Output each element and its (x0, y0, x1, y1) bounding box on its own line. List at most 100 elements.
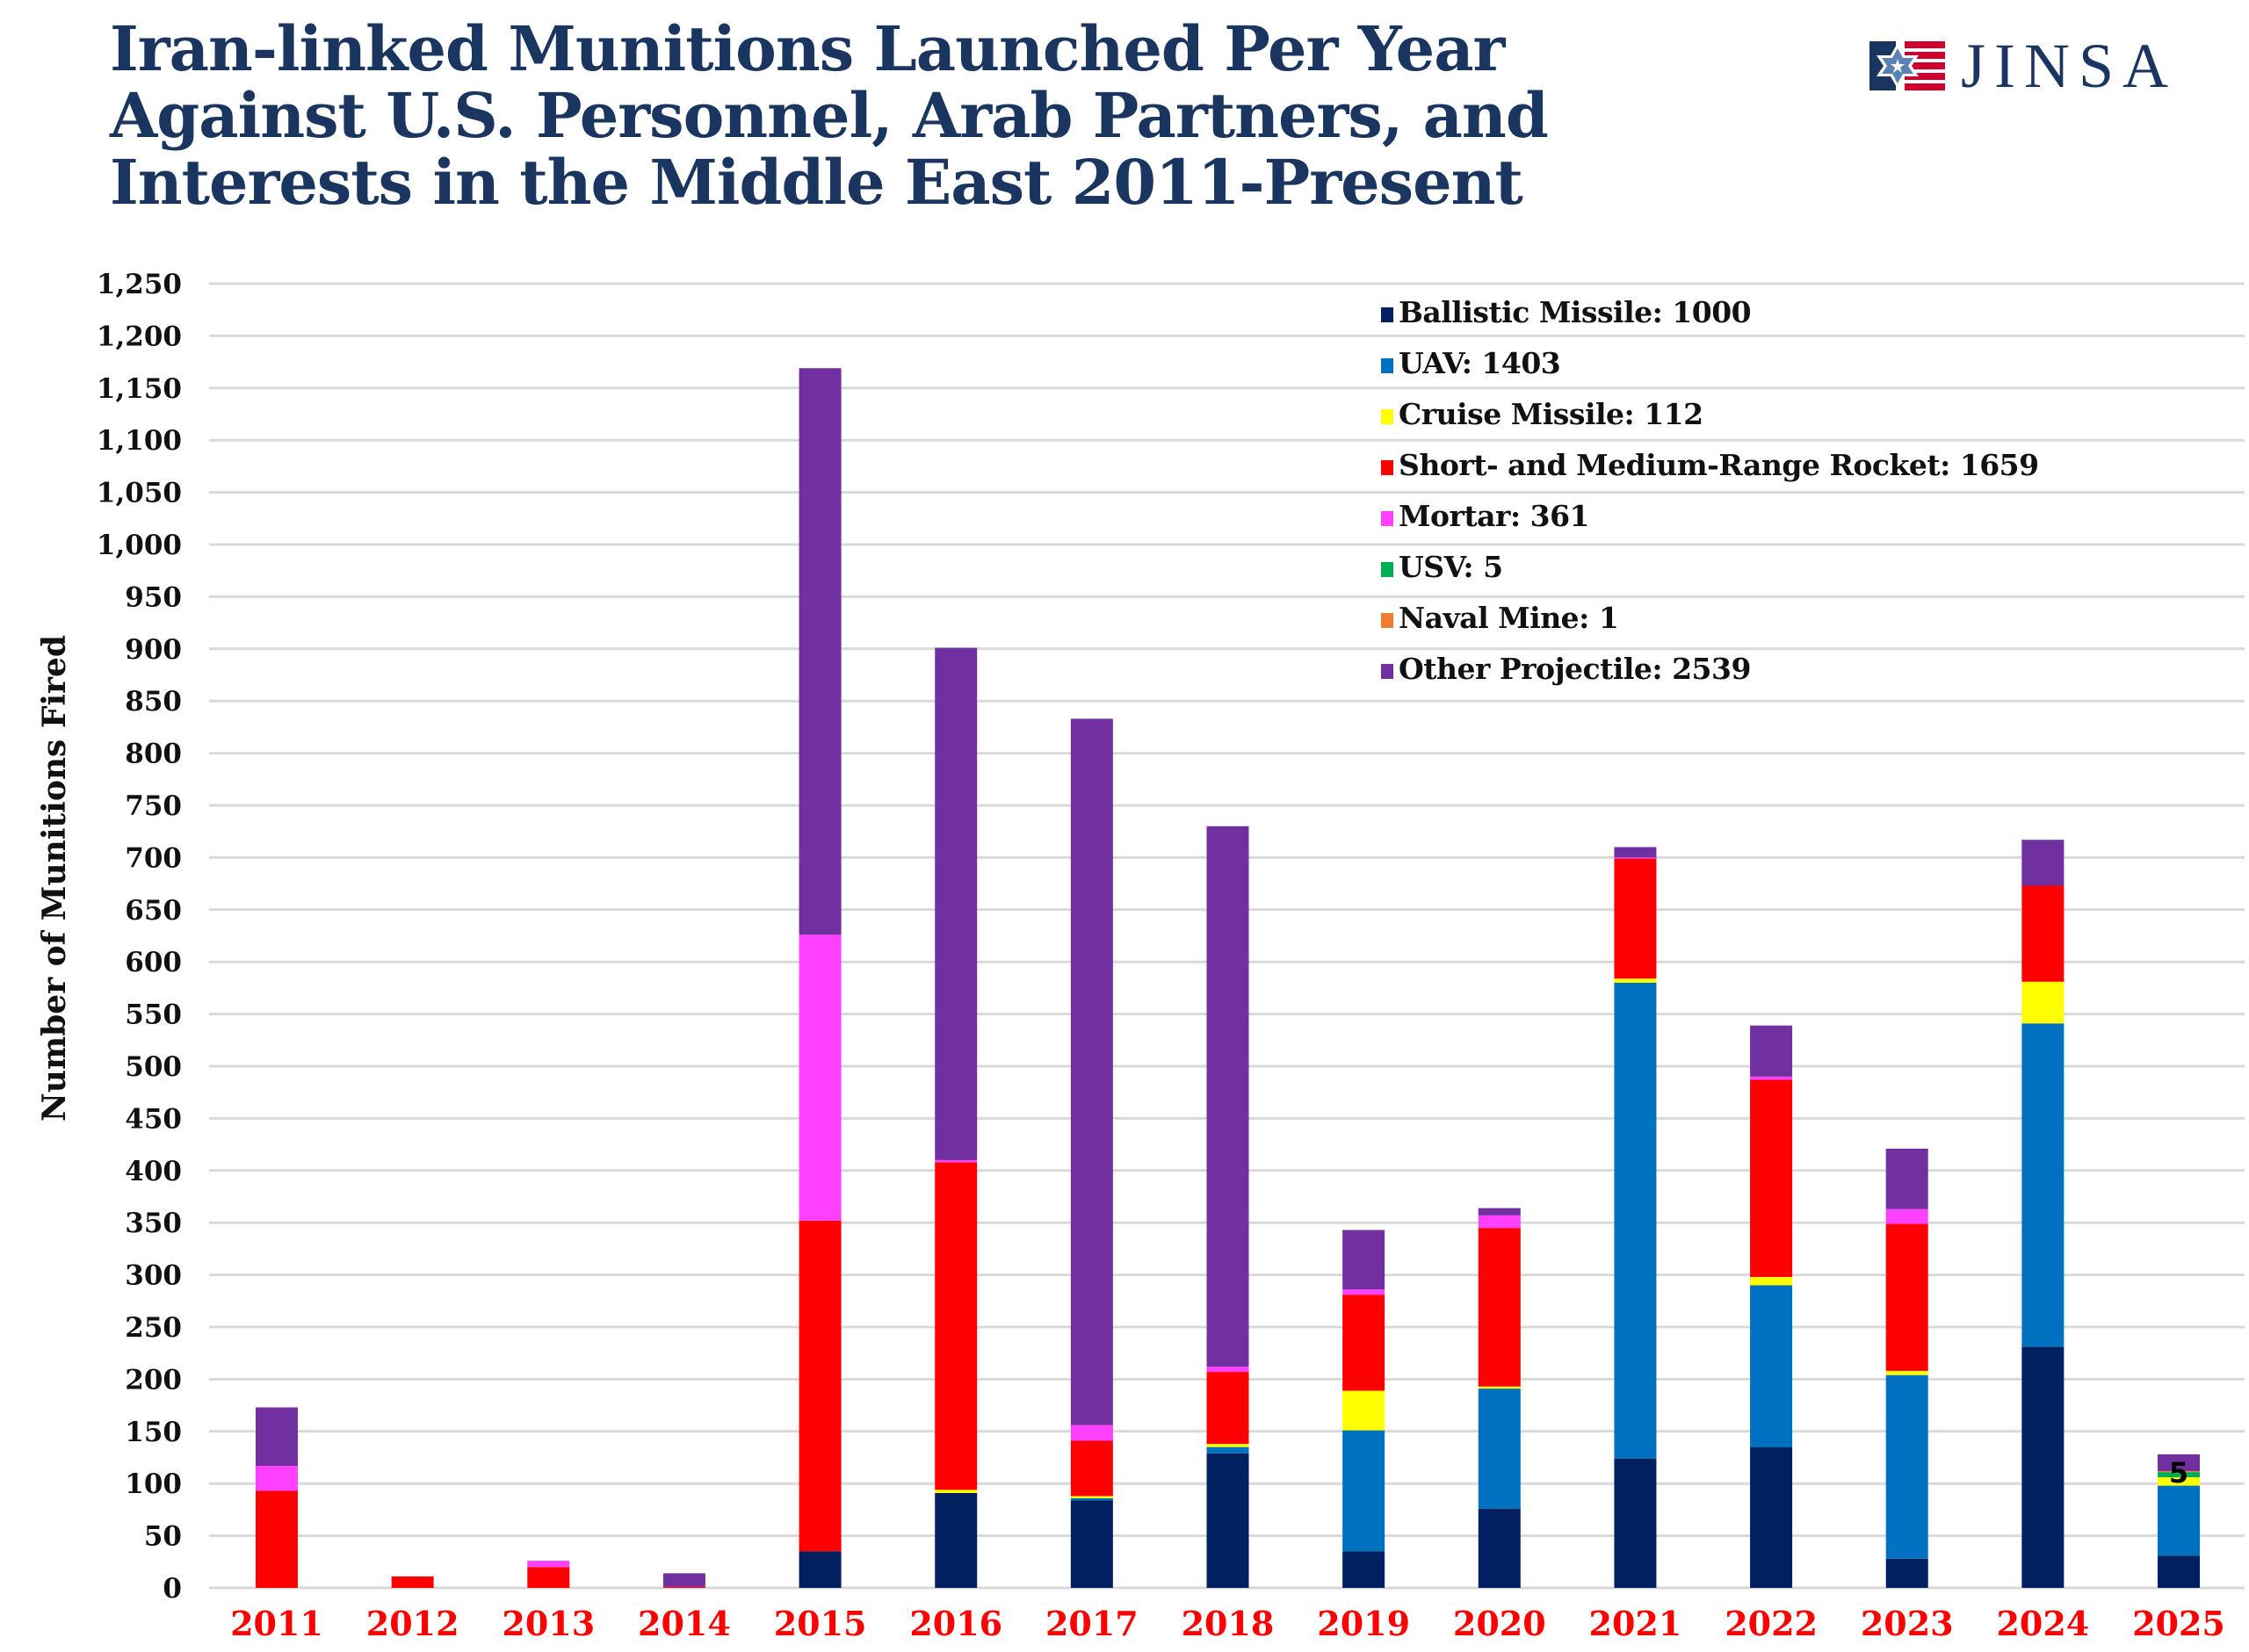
bar-stack-2015 (799, 368, 842, 1588)
bar-segment-short-and-medium-range-rocket (1614, 858, 1657, 979)
bar-segment-other-projectile (935, 647, 978, 1160)
x-tick-label: 2012 (366, 1604, 459, 1643)
y-tick-label: 1,100 (97, 425, 182, 457)
legend-label: Cruise Missile: 112 (1399, 396, 1703, 431)
legend-swatch (1381, 561, 1393, 577)
bar-segment-mortar (1478, 1215, 1521, 1229)
legend-item: Ballistic Missile: 1000 (1381, 286, 2039, 337)
x-tick-label: 2016 (909, 1604, 1002, 1643)
x-tick-label: 2014 (638, 1604, 731, 1643)
bar-segment-short-and-medium-range-rocket (799, 1220, 842, 1552)
y-tick-label: 300 (125, 1260, 182, 1292)
bar-segment-cruise-missile (935, 1490, 978, 1493)
bar-stack-2025 (2158, 1454, 2200, 1588)
bar-segment-cruise-missile (1070, 1496, 1113, 1498)
bar-segment-ballistic-missile (1070, 1500, 1113, 1588)
bar-segment-short-and-medium-range-rocket (2021, 885, 2065, 982)
y-tick-label: 1,000 (97, 530, 182, 561)
x-tick-label: 2025 (2132, 1604, 2225, 1643)
bar-segment-other-projectile (2021, 840, 2065, 886)
bar-segment-other-projectile (1342, 1230, 1385, 1290)
legend-swatch (1381, 307, 1393, 322)
bar-segment-short-and-medium-range-rocket (662, 1586, 705, 1588)
x-tick-label: 2013 (502, 1604, 595, 1643)
legend-item: Cruise Missile: 112 (1381, 388, 2039, 439)
y-tick-label: 1,150 (97, 373, 182, 405)
bars (256, 368, 2200, 1588)
bar-segment-short-and-medium-range-rocket (391, 1576, 434, 1588)
y-tick-label: 1,250 (97, 269, 182, 300)
bar-segment-short-and-medium-range-rocket (1478, 1228, 1521, 1387)
bar-segment-cruise-missile (1206, 1444, 1249, 1447)
title-line-3: Interests in the Middle East 2011-Presen… (110, 146, 1523, 219)
bar-segment-short-and-medium-range-rocket (935, 1162, 978, 1490)
bar-segment-mortar (1342, 1289, 1385, 1295)
bar-segment-other-projectile (1885, 1148, 1928, 1209)
bar-segment-short-and-medium-range-rocket (1070, 1440, 1113, 1497)
bar-segment-ballistic-missile (2158, 1555, 2200, 1588)
bar-segment-ballistic-missile (2021, 1346, 2065, 1588)
bar-segment-uav (1206, 1446, 1249, 1454)
y-tick-label: 950 (125, 581, 182, 613)
bar-stack-2017 (1070, 718, 1113, 1588)
y-tick-label: 0 (163, 1573, 182, 1605)
bar-stack-2019 (1342, 1230, 1385, 1588)
bar-stack-2012 (391, 1576, 434, 1588)
bar-segment-uav (1342, 1430, 1385, 1552)
bar-segment-mortar (799, 934, 842, 1221)
bar-stack-2023 (1885, 1148, 1928, 1588)
bar-segment-other-projectile (799, 368, 842, 935)
bar-segment-ballistic-missile (1750, 1446, 1793, 1588)
legend-item: Short- and Medium-Range Rocket: 1659 (1381, 439, 2039, 490)
legend-label: Other Projectile: 2539 (1399, 651, 1751, 686)
bar-segment-uav (1750, 1285, 1793, 1447)
x-tick-label: 2023 (1861, 1604, 1954, 1643)
chart-title: Iran-linked Munitions Launched Per Year … (110, 12, 1549, 219)
bar-segment-cruise-missile (1750, 1276, 1793, 1286)
bar-segment-mortar (1614, 857, 1657, 859)
bar-segment-mortar (1206, 1367, 1249, 1373)
bar-segment-ballistic-missile (799, 1551, 842, 1588)
bar-segment-short-and-medium-range-rocket (256, 1490, 298, 1588)
x-tick-label: 2017 (1045, 1604, 1139, 1643)
bar-stack-2013 (527, 1561, 570, 1588)
bar-segment-uav (2158, 1485, 2200, 1556)
y-tick-label: 450 (125, 1103, 182, 1135)
legend-label: UAV: 1403 (1399, 345, 1561, 380)
bar-segment-mortar (527, 1561, 570, 1568)
bar-segment-other-projectile (1478, 1208, 1521, 1216)
legend-label: Naval Mine: 1 (1399, 600, 1619, 635)
y-tick-label: 750 (125, 790, 182, 822)
bar-segment-other-projectile (2158, 1454, 2200, 1471)
bar-segment-short-and-medium-range-rocket (1206, 1372, 1249, 1445)
legend-item: Naval Mine: 1 (1381, 592, 2039, 643)
y-tick-label: 550 (125, 999, 182, 1031)
bar-segment-cruise-missile (2158, 1477, 2200, 1486)
bar-segment-cruise-missile (2021, 981, 2065, 1024)
x-tick-label: 2020 (1453, 1604, 1546, 1643)
annotations: 5 (2169, 1456, 2188, 1490)
legend: Ballistic Missile: 1000 UAV: 1403 Cruise M… (1381, 286, 2039, 694)
x-axis-ticks: 2011 2012 2013 2014 2015 2016 2017 2018 2019 2020… (230, 1604, 2225, 1643)
bar-segment-other-projectile (1614, 847, 1657, 858)
legend-item: Mortar: 361 (1381, 490, 2039, 541)
y-tick-label: 700 (125, 842, 182, 874)
bar-segment-uav (1070, 1497, 1113, 1501)
bar-segment-ballistic-missile (1614, 1458, 1657, 1588)
bar-segment-mortar (1885, 1208, 1928, 1224)
bar-segment-uav (1478, 1389, 1521, 1509)
bar-segment-other-projectile (662, 1573, 705, 1587)
bar-segment-other-projectile (1070, 718, 1113, 1425)
legend-label: USV: 5 (1399, 549, 1503, 584)
x-tick-label: 2022 (1725, 1604, 1818, 1643)
bar-segment-cruise-missile (1342, 1390, 1385, 1431)
bar-segment-cruise-missile (1478, 1386, 1521, 1389)
legend-label: Mortar: 361 (1399, 498, 1590, 533)
y-tick-label: 500 (125, 1051, 182, 1083)
title-line-2: Against U.S. Personnel, Arab Partners, a… (110, 79, 1549, 152)
title-line-1: Iran-linked Munitions Launched Per Year (110, 12, 1505, 85)
jinsa-logo: JINSA (1869, 34, 2177, 97)
y-axis-ticks: 0 50 100 150 200 250 300 350 400 450 500 550 600 650 7… (97, 269, 182, 1605)
bar-segment-uav (2021, 1023, 2065, 1347)
